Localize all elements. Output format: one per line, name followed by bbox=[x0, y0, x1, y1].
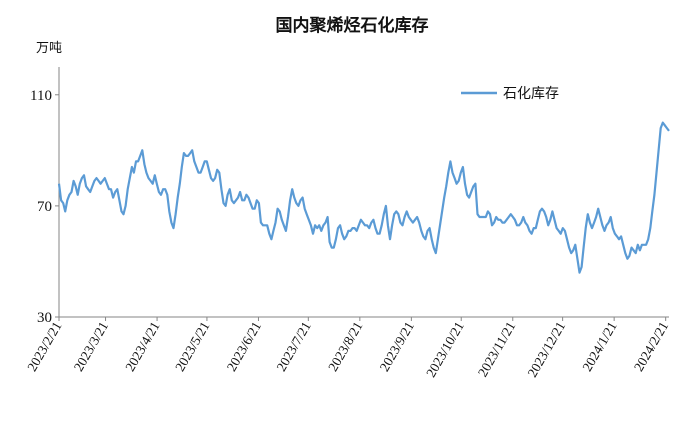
x-tick-label: 2023/11/21 bbox=[475, 319, 518, 379]
chart-title: 国内聚烯烃石化库存 bbox=[276, 15, 429, 36]
x-tick-labels: 2023/2/21 2023/3/21 2023/4/21 2023/5/21 2023… bbox=[24, 319, 671, 380]
x-tick-label: 2023/9/21 bbox=[377, 319, 417, 374]
x-tick-label: 2024/2/21 bbox=[631, 319, 671, 374]
y-axis-unit-label: 万吨 bbox=[36, 41, 62, 56]
y-tick-label: 110 bbox=[30, 88, 52, 104]
x-tick-label: 2023/6/21 bbox=[224, 319, 264, 374]
x-tick-label: 2023/12/21 bbox=[524, 319, 568, 380]
x-tick-label: 2023/5/21 bbox=[172, 319, 212, 374]
x-tick-label: 2023/4/21 bbox=[122, 319, 162, 374]
series-layer bbox=[57, 121, 670, 274]
legend-label: 石化库存 bbox=[503, 86, 559, 102]
series-line bbox=[57, 121, 670, 274]
y-tick-labels: 30 70 110 bbox=[30, 88, 52, 326]
axes bbox=[55, 67, 669, 321]
x-tick-label: 2023/2/21 bbox=[24, 319, 64, 374]
y-tick-label: 30 bbox=[37, 310, 52, 326]
x-tick-label: 2023/8/21 bbox=[325, 319, 365, 374]
x-tick-label: 2023/7/21 bbox=[274, 319, 314, 374]
y-tick-label: 70 bbox=[37, 199, 52, 215]
x-tick-label: 2023/10/21 bbox=[423, 319, 467, 380]
legend: 石化库存 bbox=[461, 86, 559, 102]
x-tick-label: 2023/3/21 bbox=[71, 319, 111, 374]
x-tick-label: 2024/1/21 bbox=[579, 319, 619, 374]
